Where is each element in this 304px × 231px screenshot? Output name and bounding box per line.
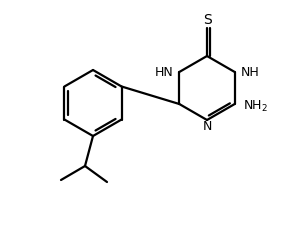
Text: N: N (202, 121, 212, 134)
Text: NH: NH (241, 66, 259, 79)
Text: S: S (203, 13, 211, 27)
Text: HN: HN (154, 66, 173, 79)
Text: NH$_2$: NH$_2$ (243, 98, 268, 114)
